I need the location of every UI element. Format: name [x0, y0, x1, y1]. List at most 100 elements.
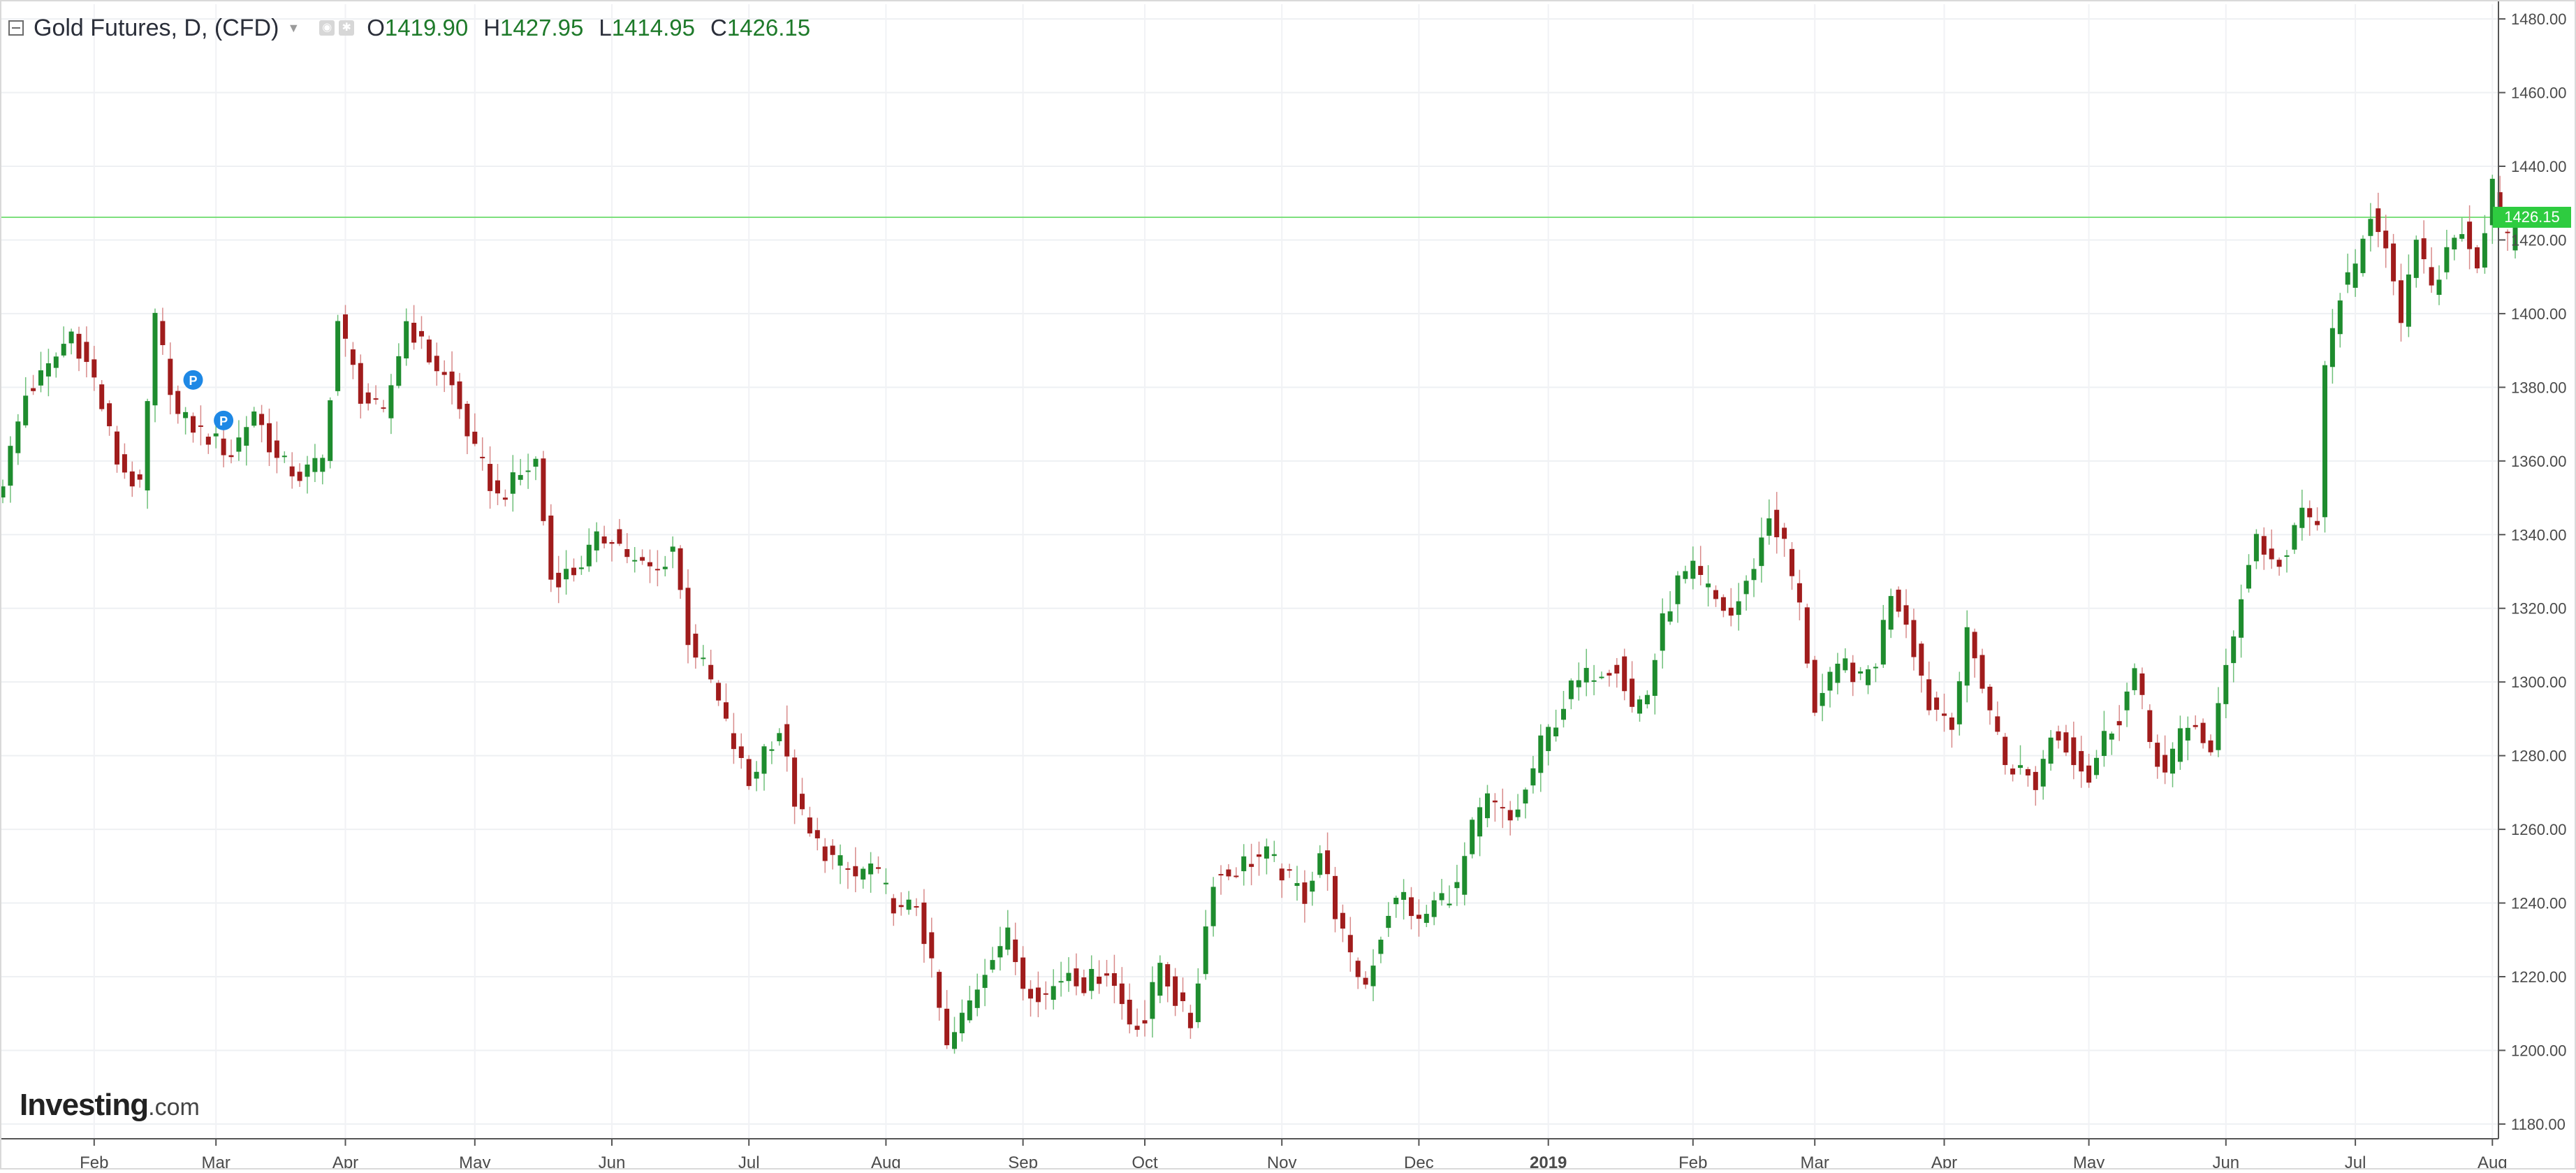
candle-body: [1743, 581, 1749, 595]
y-tick-label: 1480.00: [2511, 10, 2567, 28]
candle-body: [2208, 740, 2213, 752]
candle-body: [1066, 972, 1071, 982]
candle-body: [502, 497, 508, 500]
y-tick-label: 1420.00: [2511, 231, 2567, 249]
candle-body: [701, 657, 706, 660]
y-tick-label: 1320.00: [2511, 600, 2567, 618]
candle-body: [731, 733, 736, 750]
candle-body: [609, 541, 615, 544]
candle-body: [31, 388, 36, 391]
candle-body: [2467, 221, 2473, 249]
candle-body: [1462, 856, 1468, 895]
candle-body: [1119, 983, 1125, 1005]
candle-body: [1796, 583, 1802, 603]
candle-body: [2040, 759, 2046, 787]
y-tick-label: 1240.00: [2511, 895, 2567, 912]
candle-body: [1728, 607, 1734, 616]
chevron-down-icon[interactable]: ▼: [287, 20, 300, 35]
candle-body: [647, 562, 652, 567]
candle-body: [2261, 536, 2267, 555]
candle-body: [1241, 856, 1247, 872]
candle-body: [2056, 731, 2061, 741]
candle-body: [1630, 678, 1635, 707]
candle-body: [2116, 721, 2122, 726]
candle-body: [2025, 768, 2030, 775]
close-value: 1426.15: [726, 15, 811, 41]
candle-body: [2246, 564, 2251, 589]
x-tick-label: Feb: [1678, 1153, 1707, 1170]
candle-body: [724, 702, 729, 719]
candle-body: [213, 433, 219, 437]
candle-body: [259, 414, 265, 425]
candle-body: [594, 531, 599, 551]
symbol-title[interactable]: Gold Futures, D, (CFD): [34, 14, 279, 41]
candle-body: [2018, 765, 2023, 768]
candle-body: [2436, 279, 2442, 296]
candle-body: [807, 817, 812, 833]
candle-body: [488, 463, 493, 491]
candle-body: [1447, 903, 1452, 905]
candle-body: [1058, 981, 1064, 983]
candle-body: [1401, 891, 1407, 900]
candle-body: [198, 425, 203, 428]
candle-body: [624, 549, 630, 558]
candle-body: [221, 438, 226, 456]
investing-logo[interactable]: Investing.com: [20, 1088, 200, 1123]
candle-body: [2193, 724, 2198, 727]
candle-body: [1051, 986, 1056, 1000]
low-value: 1414.95: [611, 15, 695, 41]
candle-body: [2489, 178, 2495, 226]
y-tick-label: 1260.00: [2511, 821, 2567, 838]
candle-body: [1287, 869, 1292, 871]
candle-body: [822, 846, 828, 861]
candle-body: [662, 567, 668, 569]
candle-body: [2376, 208, 2381, 233]
candle-body: [312, 458, 318, 472]
candle-body: [1766, 518, 1772, 536]
x-tick-label: Jul: [2345, 1153, 2366, 1170]
candle-body: [959, 1012, 965, 1033]
candle-body: [1706, 583, 1711, 588]
candle-body: [1271, 854, 1277, 857]
candle-body: [1804, 607, 1810, 664]
candle-body: [1226, 869, 1231, 877]
candle-body: [2147, 710, 2153, 743]
gear-icon[interactable]: ✱: [339, 20, 355, 36]
candle-body: [2505, 231, 2510, 233]
candle-body: [175, 391, 181, 414]
candle-body: [1363, 977, 1368, 985]
candle-body: [228, 455, 234, 458]
candle-body: [1020, 957, 1026, 989]
candle-body: [2352, 263, 2358, 288]
candles: [0, 175, 2518, 1054]
candle-body: [373, 398, 379, 400]
candle-body: [906, 899, 912, 910]
eye-icon[interactable]: ◉: [319, 20, 335, 36]
candle-body: [1180, 992, 1185, 1001]
candle-body: [1043, 993, 1048, 995]
candle-body: [571, 567, 576, 576]
candle-body: [1416, 915, 1421, 919]
x-tick-label: Feb: [80, 1153, 108, 1170]
candle-body: [1690, 560, 1696, 579]
candle-body: [2139, 673, 2145, 695]
candle-body: [1911, 620, 1917, 657]
y-tick-label: 1440.00: [2511, 158, 2567, 175]
candle-body: [274, 440, 279, 458]
candle-body: [746, 759, 752, 787]
y-tick-label: 1340.00: [2511, 526, 2567, 544]
candle-body: [1515, 809, 1521, 817]
candle-body: [1210, 887, 1216, 926]
candle-body: [1173, 976, 1178, 1006]
x-tick-label: Apr: [332, 1153, 358, 1170]
candle-body: [2063, 732, 2069, 753]
candle-body: [1439, 893, 1444, 901]
collapse-icon[interactable]: [8, 20, 24, 36]
open-value: 1419.90: [384, 15, 469, 41]
candle-body: [1378, 940, 1384, 954]
candle-body: [1424, 914, 1429, 923]
candle-body: [586, 544, 592, 567]
